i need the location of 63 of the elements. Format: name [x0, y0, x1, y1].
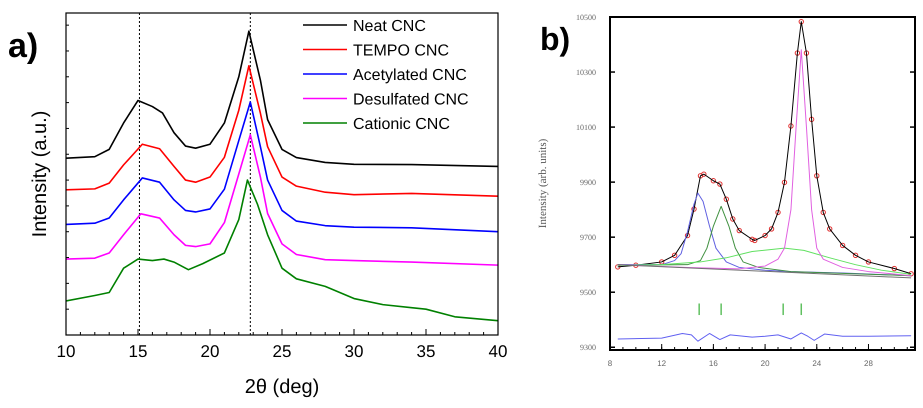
point — [892, 266, 898, 272]
x-tick-label: 40 — [488, 342, 508, 361]
point — [658, 259, 664, 265]
point — [798, 18, 804, 24]
y-tick-label: 9900 — [580, 178, 596, 188]
x-tick-label: 15 — [128, 342, 148, 361]
y-tick-label: 9300 — [580, 343, 596, 352]
legend-label: Desulfated CNC — [353, 92, 469, 108]
point — [710, 178, 716, 184]
point — [782, 180, 788, 186]
point — [794, 50, 800, 56]
point — [827, 226, 832, 232]
point — [717, 181, 723, 187]
point — [701, 171, 707, 177]
point — [684, 232, 690, 238]
point — [866, 259, 872, 265]
x-tick-label: 25 — [272, 342, 292, 361]
y-axis-title: Intensity (arb. units) — [537, 138, 549, 228]
legend-label: Neat CNC — [353, 18, 426, 35]
point — [840, 242, 846, 248]
point — [804, 50, 810, 56]
point — [908, 271, 914, 276]
legend-label: Acetylated CNC — [353, 67, 467, 84]
legend-label: Cationic CNC — [353, 116, 450, 133]
y-tick-label: 9700 — [580, 233, 596, 242]
y-tick-label: 9500 — [580, 288, 596, 298]
x-tick-label: 20 — [760, 359, 770, 368]
x-tick-label: 20 — [200, 342, 220, 361]
x-tick-label: 35 — [416, 342, 436, 361]
point — [736, 228, 742, 234]
line-series — [617, 332, 912, 342]
x-axis-title: 2θ (deg) — [244, 376, 320, 398]
point — [768, 226, 774, 232]
point — [615, 264, 620, 270]
y-tick-label: 10300 — [576, 68, 596, 78]
point — [762, 232, 768, 238]
point — [691, 206, 697, 212]
point — [698, 173, 704, 178]
x-tick-label: 12 — [657, 359, 667, 368]
legend-label: TEMPO CNC — [353, 42, 449, 60]
chart-title: a) — [8, 27, 38, 65]
point — [749, 236, 755, 242]
point — [724, 196, 730, 202]
y-axis-title: Intensity (a.u.) — [29, 110, 51, 238]
y-tick-label: 10500 — [576, 13, 596, 22]
point — [730, 216, 736, 222]
chart-title: b) — [540, 21, 570, 57]
x-tick-label: 30 — [344, 342, 364, 361]
point — [852, 252, 858, 258]
point — [788, 123, 794, 129]
point — [814, 173, 820, 178]
point — [672, 252, 678, 258]
point — [775, 210, 781, 216]
point — [752, 238, 758, 244]
point — [820, 210, 826, 216]
point — [633, 262, 639, 268]
x-tick-label: 10 — [56, 342, 76, 361]
x-tick-label: 16 — [708, 359, 718, 368]
x-tick-label: 28 — [864, 359, 874, 368]
point — [808, 116, 814, 122]
y-tick-label: 10100 — [576, 123, 596, 132]
x-tick-label: 24 — [812, 359, 822, 368]
x-tick-label: 8 — [608, 359, 613, 368]
